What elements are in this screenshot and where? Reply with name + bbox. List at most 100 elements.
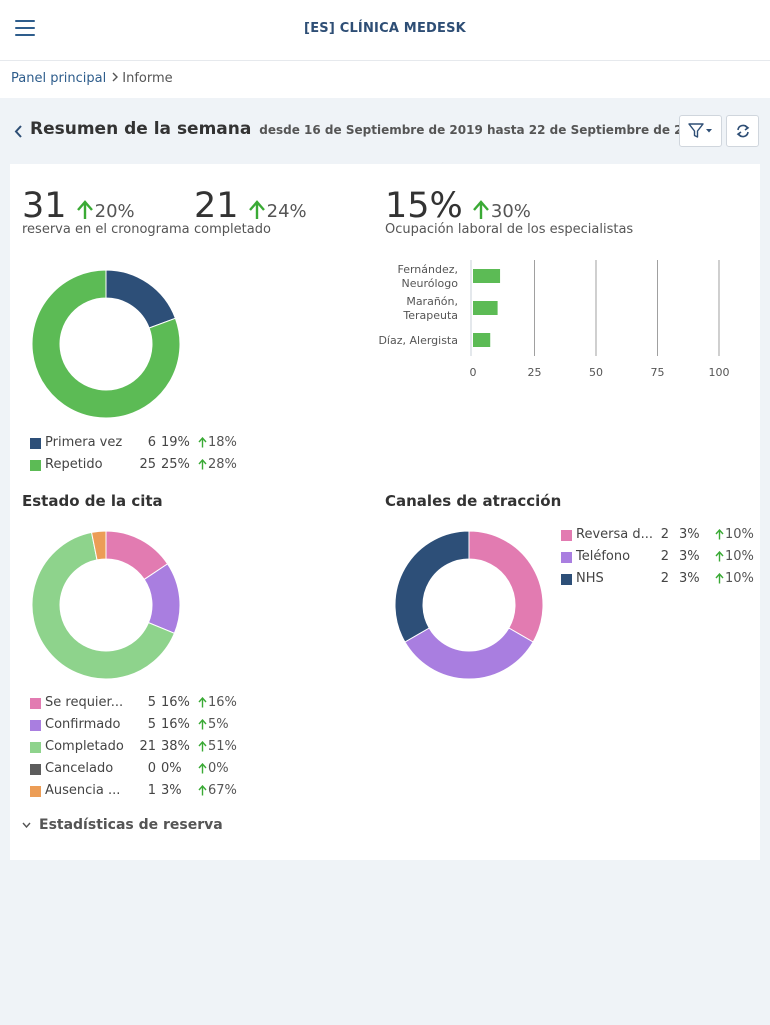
arrow-up-icon — [198, 784, 207, 796]
status-legend-change: 67% — [208, 783, 237, 798]
channels-legend-change-wrap: 10% — [715, 571, 754, 586]
kpi-completed-caption: completado — [194, 222, 271, 237]
status-legend-change: 0% — [208, 761, 229, 776]
kpi-completed-value: 21 — [194, 186, 239, 226]
channels-slice-0 — [468, 530, 544, 643]
week-heading: Resumen de la semana desde 16 de Septiem… — [12, 113, 762, 153]
filter-icon — [687, 123, 712, 138]
status-legend-swatch — [30, 742, 41, 753]
chevron-right-icon — [112, 71, 119, 86]
channels-legend-change-wrap: 10% — [715, 527, 754, 542]
status-legend-item: Completado 21 38% 51% — [30, 738, 237, 760]
kpi-bookings: 31 20% reserva en el cronograma — [22, 186, 190, 237]
channels-legend: Reversa d... 2 3% 10% Teléfono 2 3% 10% NHS 2 3% 10… — [561, 526, 754, 592]
visits-donut-chart — [31, 269, 181, 419]
status-legend-label: Cancelado — [45, 761, 114, 776]
channels-legend-item: Teléfono 2 3% 10% — [561, 548, 754, 570]
status-slice-4 — [90, 530, 107, 561]
menu-icon[interactable] — [15, 20, 35, 38]
visits-legend-change-wrap: 18% — [198, 435, 237, 450]
top-bar: [ES] CLÍNICA MEDESK — [0, 0, 770, 61]
status-legend-swatch — [30, 720, 41, 731]
status-legend-label: Ausencia ... — [45, 783, 121, 798]
status-slice-2 — [31, 531, 176, 680]
back-chevron-icon[interactable] — [14, 123, 23, 142]
kpi-bookings-caption: reserva en el cronograma — [22, 222, 190, 237]
appointment-status-legend: Se requier... 5 16% 16% Confirmado 5 16% 5% Comp… — [30, 694, 237, 804]
arrow-up-icon — [715, 572, 724, 584]
arrow-up-icon — [715, 550, 724, 562]
channels-slice-2 — [394, 530, 470, 643]
kpi-bookings-value: 31 — [22, 186, 67, 226]
arrow-up-icon — [472, 200, 489, 219]
week-range: desde 16 de Septiembre de 2019 hasta 22 … — [259, 123, 708, 137]
status-legend-count: 21 — [139, 739, 156, 754]
bar-chart-tick-label: 50 — [589, 366, 603, 379]
refresh-button[interactable] — [726, 115, 759, 147]
bar-chart-tick-label: 100 — [709, 366, 730, 379]
channels-legend-count: 2 — [660, 527, 669, 542]
arrow-up-icon — [248, 200, 265, 219]
kpi-occupancy: 15% 30% Ocupación laboral de los especia… — [385, 186, 633, 237]
visits-legend-swatch — [30, 438, 41, 449]
status-legend-item: Ausencia ... 1 3% 67% — [30, 782, 237, 804]
channels-donut-chart — [394, 530, 544, 680]
arrow-up-icon — [198, 436, 207, 448]
status-legend-swatch — [30, 786, 41, 797]
status-legend-label: Se requier... — [45, 695, 124, 710]
visits-legend-label: Repetido — [45, 457, 103, 472]
channels-legend-change: 10% — [725, 527, 754, 542]
status-legend-change: 5% — [208, 717, 229, 732]
status-legend-percent: 3% — [161, 783, 182, 798]
refresh-icon — [736, 124, 749, 138]
status-legend-item: Se requier... 5 16% 16% — [30, 694, 237, 716]
status-legend-change-wrap: 0% — [198, 761, 229, 776]
visits-legend-change: 28% — [208, 457, 237, 472]
channels-legend-swatch — [561, 530, 572, 541]
status-legend-item: Cancelado 0 0% 0% — [30, 760, 230, 782]
status-legend-change-wrap: 5% — [198, 717, 229, 732]
visits-legend-count: 25 — [139, 457, 156, 472]
report-card: 31 20% reserva en el cronograma 21 24% c… — [10, 164, 760, 860]
visits-slice-1 — [31, 269, 181, 419]
chevron-down-icon — [22, 822, 31, 829]
status-legend-swatch — [30, 698, 41, 709]
appointment-status-title: Estado de la cita — [22, 492, 163, 510]
visits-legend-count: 6 — [147, 435, 156, 450]
bar-chart-tick-label: 75 — [651, 366, 665, 379]
channels-legend-item: NHS 2 3% 10% — [561, 570, 754, 592]
status-legend-percent: 38% — [161, 739, 190, 754]
filter-button[interactable] — [679, 115, 722, 147]
channels-legend-label: Reversa d... — [576, 527, 654, 542]
visits-legend-item: Primera vez 6 19% 18% — [30, 434, 237, 456]
status-legend-count: 5 — [147, 717, 156, 732]
breadcrumb-home[interactable]: Panel principal — [11, 71, 107, 86]
channels-legend-count: 2 — [660, 571, 669, 586]
bar-chart-category-label: Marañón, Terapeuta — [402, 295, 458, 322]
breadcrumb-current: Informe — [122, 71, 173, 86]
visits-legend-change: 18% — [208, 435, 237, 450]
breadcrumb: Panel principal Informe — [0, 61, 770, 98]
status-legend-change: 51% — [208, 739, 237, 754]
status-legend-count: 0 — [147, 761, 156, 776]
kpi-completed-delta: 24% — [266, 201, 307, 222]
arrow-up-icon — [198, 718, 207, 730]
booking-stats-toggle[interactable]: Estadísticas de reserva — [22, 817, 223, 833]
channels-legend-item: Reversa d... 2 3% 10% — [561, 526, 754, 548]
channels-legend-label: Teléfono — [576, 549, 631, 564]
channels-legend-change-wrap: 10% — [715, 549, 754, 564]
bar-chart-tick-label: 0 — [470, 366, 477, 379]
visits-legend: Primera vez 6 19% 18% Repetido 25 25% 28% — [30, 434, 237, 478]
arrow-up-icon — [198, 762, 207, 774]
channels-slice-1 — [404, 627, 534, 680]
arrow-up-icon — [198, 740, 207, 752]
bar-chart-bar — [473, 301, 498, 315]
arrow-up-icon — [198, 458, 207, 470]
channels-legend-swatch — [561, 574, 572, 585]
status-legend-count: 1 — [147, 783, 156, 798]
visits-legend-swatch — [30, 460, 41, 471]
channels-legend-percent: 3% — [679, 549, 700, 564]
status-legend-count: 5 — [147, 695, 156, 710]
channels-title: Canales de atracción — [385, 492, 562, 510]
channels-legend-label: NHS — [576, 571, 604, 586]
